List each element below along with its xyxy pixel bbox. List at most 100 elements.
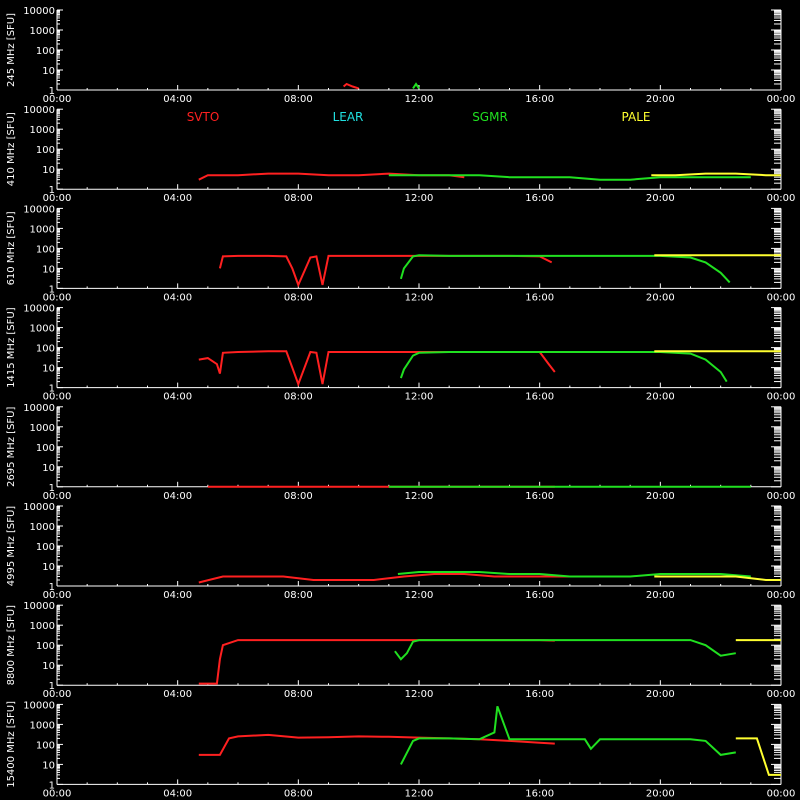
panel-6-xtick-label: 20:00 (646, 689, 675, 700)
panel-0-xtick-label: 04:00 (163, 94, 192, 105)
panel-5-ytick-label: 10000 (23, 502, 55, 513)
series-svto-panel-2 (218, 254, 553, 288)
panel-7-xtick-label: 00:00 (43, 788, 72, 799)
series-svto-panel-6 (198, 639, 555, 685)
panel-7-xtick-label: 04:00 (163, 788, 192, 799)
panel-2-xtick-label: 16:00 (525, 292, 554, 303)
panel-3-xtick-label: 00:00 (43, 392, 72, 403)
panel-2-xtick-label: 12:00 (405, 292, 434, 303)
panel-0-ytick-label: 1 (49, 86, 55, 97)
panel-4-xtick-label: 04:00 (163, 491, 192, 502)
panel-6-xtick-label: 00:00 (767, 689, 796, 700)
panel-0-xtick-label: 08:00 (284, 94, 313, 105)
panel-2-xtick-label: 04:00 (163, 292, 192, 303)
panel-7-ytick-label: 1000 (30, 720, 55, 731)
panel-0-xtick-label: 20:00 (646, 94, 675, 105)
series-sgmr-panel-3 (399, 351, 728, 383)
panel-4-xtick-label: 20:00 (646, 491, 675, 502)
panel-1-xtick-label: 04:00 (163, 193, 192, 204)
panel-4-xtick-label: 00:00 (43, 491, 72, 502)
panel-0-xtick-label: 00:00 (43, 94, 72, 105)
panel-6-ylabel: 8800 MHz [SFU] (6, 605, 17, 686)
panel-2-xtick-label: 08:00 (284, 292, 313, 303)
panel-7-xtick-label: 08:00 (284, 788, 313, 799)
panel-5-ytick-label: 1 (49, 582, 55, 593)
panel-5-xtick-label: 12:00 (405, 590, 434, 601)
panel-5-xtick-label: 04:00 (163, 590, 192, 601)
panel-5-xtick-label: 00:00 (767, 590, 796, 601)
series-sgmr-panel-2 (399, 254, 731, 284)
panel-2-ytick-label: 10 (42, 264, 55, 275)
station-label-pale: PALE (622, 110, 651, 124)
panel-6-xtick-label: 16:00 (525, 689, 554, 700)
series-pale-panel-7 (735, 737, 781, 776)
panel-3-xtick-label: 00:00 (767, 392, 796, 403)
panel-3-xtick-label: 08:00 (284, 392, 313, 403)
panel-6-xtick-label: 04:00 (163, 689, 192, 700)
panel-2-xtick-label: 00:00 (767, 292, 796, 303)
panel-0-ytick-label: 10 (42, 66, 55, 77)
panel-4-ytick-label: 100 (36, 443, 55, 454)
panel-7-ylabel: 15400 MHz [SFU] (6, 701, 17, 788)
panel-3-ytick-label: 1000 (30, 324, 55, 335)
panel-3-ytick-label: 10 (42, 364, 55, 375)
panel-2-ytick-label: 1000 (30, 224, 55, 235)
panel-4-xtick-label: 08:00 (284, 491, 313, 502)
panel-6-xtick-label: 08:00 (284, 689, 313, 700)
panel-6-ytick-label: 10 (42, 661, 55, 672)
panel-2-ytick-label: 100 (36, 244, 55, 255)
series-sgmr-panel-7 (400, 705, 736, 765)
panel-3-xtick-label: 12:00 (405, 392, 434, 403)
panel-6-ytick-label: 100 (36, 641, 55, 652)
panel-5-xtick-label: 16:00 (525, 590, 554, 601)
series-sgmr-panel-0 (412, 82, 420, 89)
panel-5-ytick-label: 100 (36, 542, 55, 553)
panel-4-xtick-label: 00:00 (767, 491, 796, 502)
panel-0-xtick-label: 00:00 (767, 94, 796, 105)
panel-6-xtick-label: 00:00 (43, 689, 72, 700)
panel-1-ytick-label: 10 (42, 165, 55, 176)
panel-4-xtick-label: 12:00 (405, 491, 434, 502)
panel-3-xtick-label: 04:00 (163, 392, 192, 403)
station-label-sgmr: SGMR (472, 110, 508, 124)
panel-2-xtick-label: 00:00 (43, 292, 72, 303)
panel-1-xtick-label: 08:00 (284, 193, 313, 204)
panel-2-xtick-label: 20:00 (646, 292, 675, 303)
panel-1-ylabel: 410 MHz [SFU] (6, 112, 17, 186)
series-svto-panel-7 (198, 733, 555, 756)
panel-6-ytick-label: 1 (49, 681, 55, 692)
panel-3-xtick-label: 16:00 (525, 392, 554, 403)
panel-4-ytick-label: 1000 (30, 423, 55, 434)
panel-1-ytick-label: 100 (36, 145, 55, 156)
panel-1-ytick-label: 10000 (23, 105, 55, 116)
panel-7-ytick-label: 100 (36, 740, 55, 751)
panel-3-ytick-label: 1 (49, 384, 55, 395)
series-svto-panel-5 (198, 573, 570, 584)
series-pale-panel-1 (651, 172, 781, 177)
panel-2-ytick-label: 10000 (23, 204, 55, 215)
panel-7-ytick-label: 10 (42, 760, 55, 771)
panel-4-ytick-label: 10000 (23, 403, 55, 414)
panel-5-ytick-label: 10 (42, 562, 55, 573)
panel-5-ytick-label: 1000 (30, 522, 55, 533)
panel-0-ytick-label: 10000 (23, 6, 55, 17)
panel-6-ytick-label: 1000 (30, 621, 55, 632)
series-svto-panel-0 (342, 82, 359, 90)
series-svto-panel-3 (198, 350, 556, 387)
panel-4-ylabel: 2695 MHz [SFU] (6, 406, 17, 487)
station-label-lear: LEAR (333, 110, 364, 124)
panel-4-ytick-label: 1 (49, 483, 55, 494)
panel-1-xtick-label: 00:00 (767, 193, 796, 204)
panel-2-ytick-label: 1 (49, 284, 55, 295)
panel-0-xtick-label: 12:00 (405, 94, 434, 105)
panel-1-xtick-label: 16:00 (525, 193, 554, 204)
series-sgmr-panel-6 (394, 639, 736, 661)
panel-0-ylabel: 245 MHz [SFU] (6, 13, 17, 87)
panel-5-ylabel: 4995 MHz [SFU] (6, 506, 17, 587)
panel-7-xtick-label: 16:00 (525, 788, 554, 799)
panel-2-ylabel: 610 MHz [SFU] (6, 211, 17, 285)
panel-7-xtick-label: 20:00 (646, 788, 675, 799)
series-pale-panel-5 (654, 575, 781, 581)
